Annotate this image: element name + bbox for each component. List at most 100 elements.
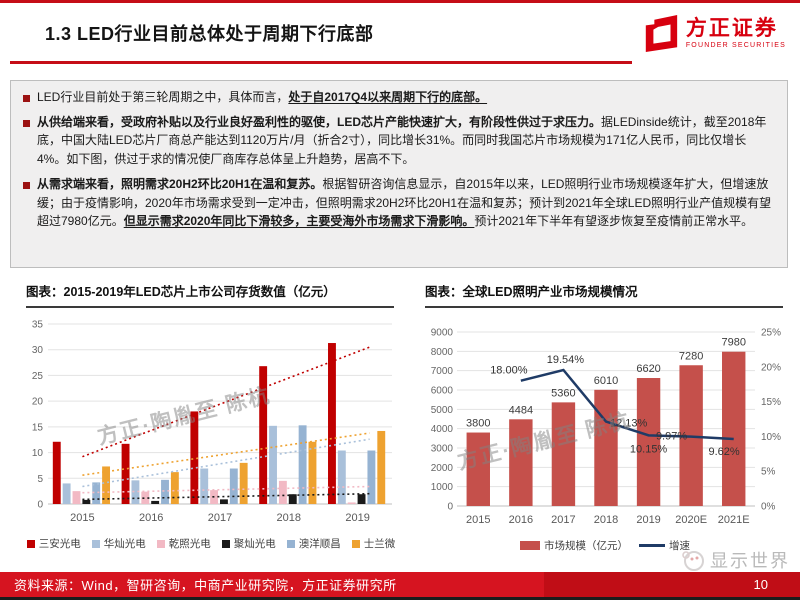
y-tick-label: 10 [32,448,44,459]
summary-panel: LED行业目前处于第三轮周期之中，具体而言，处于自2017Q4以来周期下行的底部… [10,80,788,268]
top-accent-bar [0,0,800,3]
bar-华灿光电 [62,483,71,504]
founder-brand-name: 方正证券 [685,16,778,40]
left-y-tick-label: 1000 [431,482,454,493]
legend-label: 士兰微 [363,538,396,550]
y-tick-label: 25 [32,371,44,382]
bar-market-size [594,389,618,506]
bar-market-size [636,378,661,506]
legend-item: 士兰微 [351,536,396,551]
bar-澳洋顺昌 [161,479,169,504]
bar-华灿光电 [269,425,277,504]
legend-swatch-icon [286,539,295,548]
legend-item: 乾照光电 [156,536,211,551]
bar-value-label: 6620 [636,363,660,375]
bar-三安光电 [52,441,61,504]
bar-value-label: 6010 [594,375,618,387]
x-tick-label: 2015 [70,512,94,524]
legend-swatch-icon [156,539,165,548]
bar-market-size [509,419,533,506]
y-tick-label: 0 [37,500,43,511]
bar-三安光电 [328,343,336,504]
left-y-tick-label: 5000 [431,405,454,416]
inventory-chart-svg: 0 5 10 15 20 25 30 35 2015 2016 2017 2018 2019 [32,320,392,524]
bar-澳洋顺昌 [92,482,101,504]
x-tick-label: 2018 [594,514,618,526]
growth-point-label: 10.15% [630,443,668,455]
bar-value-label: 4484 [509,404,533,416]
right-y-tick-label: 15% [761,397,781,408]
founder-brand-subtitle: FOUNDER SECURITIES [685,41,786,49]
bar-乾照光电 [72,491,81,504]
y-tick-label: 15 [32,422,44,433]
market-legend: 市场规模（亿元） 增速 [421,538,789,553]
left-y-tick-label: 6000 [431,386,454,397]
left-y-tick-label: 4000 [431,424,454,435]
left-y-tick-label: 2000 [431,463,454,474]
bar-士兰微 [308,441,317,504]
legend-swatch-icon [221,539,230,548]
right-y-tick-label: 0% [761,502,776,513]
growth-line [520,368,734,441]
bar-value-label: 5360 [551,387,575,399]
x-tick-label: 2021E [718,514,750,526]
x-tick-label: 2018 [277,512,301,524]
page-title: 1.3 LED行业目前总体处于周期下行底部 [45,24,374,44]
bar-乾照光电 [141,491,150,504]
legend-item: 聚灿光电 [221,536,276,551]
bar-三安光电 [190,411,199,504]
bar-聚灿光电 [82,499,91,504]
title-underline [10,61,632,64]
legend-label: 增速 [669,540,690,552]
right-y-tick-label: 10% [761,432,781,443]
y-tick-label: 5 [37,474,43,485]
brand-badge: 显示世界 [681,547,790,573]
bullet-text: LED行业目前处于第三轮周期之中，具体而言，处于自2017Q4以来周期下行的底部… [37,90,488,104]
footer-page-number: 10 [753,577,768,592]
trendline-华灿光电 [82,438,370,488]
market-chart-svg: 0 1000 2000 3000 4000 5000 6000 7000 8000 9000 0% 5… [431,328,781,527]
bullet-marker-icon [23,181,30,189]
growth-point-label: 12.13% [610,418,648,430]
bullet-list: LED行业目前处于第三轮周期之中，具体而言，处于自2017Q4以来周期下行的底部… [21,88,775,231]
left-y-tick-label: 7000 [431,366,454,377]
bar-market-size [466,432,490,506]
bar-乾照光电 [347,502,356,504]
bar-三安光电 [121,443,130,504]
bar-value-label: 3800 [466,418,490,430]
x-tick-label: 2020E [675,514,707,526]
bar-士兰微 [377,430,386,504]
inventory-figure-title: 图表：2015-2019年LED芯片上市公司存货数值（亿元） [26,285,336,299]
x-tick-label: 2016 [509,514,533,526]
legend-item: 三安光电 [26,536,81,551]
market-figure: 图表：全球LED照明产业市场规模情况 0 1000 2000 3000 4000 5000… [421,281,789,553]
bar-士兰微 [102,466,111,504]
left-y-tick-label: 9000 [431,328,454,339]
legend-swatch-icon [639,544,665,547]
growth-point-label: 9.62% [709,446,740,458]
footer-bar: 资料来源：Wind，智研咨询，中商产业研究院，方正证券研究所 10 [0,572,800,600]
bar-聚灿光电 [357,494,366,504]
legend-swatch-icon [351,539,360,548]
trendline-士兰微 [82,432,370,476]
legend-swatch-icon [91,539,100,548]
bullet-item: 从需求端来看，照明需求20H2环比20H1在温和复苏。根据智研咨询信息显示，自2… [21,175,775,231]
x-tick-label: 2015 [466,514,490,526]
legend-label: 市场规模（亿元） [544,540,628,552]
bullet-marker-icon [23,119,30,127]
legend-label: 三安光电 [38,538,81,550]
founder-securities-logo: 方正证券 FOUNDER SECURITIES [642,13,786,53]
bar-澳洋顺昌 [229,468,238,504]
brand-badge-label: 显示世界 [710,551,790,571]
growth-point-label: 18.00% [490,365,528,377]
bullet-item: 从供给端来看，受政府补贴以及行业良好盈利性的驱使，LED芯片产能快速扩大，有阶段… [21,113,775,169]
legend-item: 市场规模（亿元） [520,538,628,553]
founder-logo-icon [645,14,677,52]
inventory-title-rule [26,306,394,308]
bar-澳洋顺昌 [298,425,307,504]
y-tick-label: 30 [32,345,44,356]
bar-华灿光电 [200,468,209,504]
growth-point-label: 19.54% [547,354,585,366]
x-tick-label: 2016 [139,512,163,524]
legend-item: 增速 [639,538,690,553]
